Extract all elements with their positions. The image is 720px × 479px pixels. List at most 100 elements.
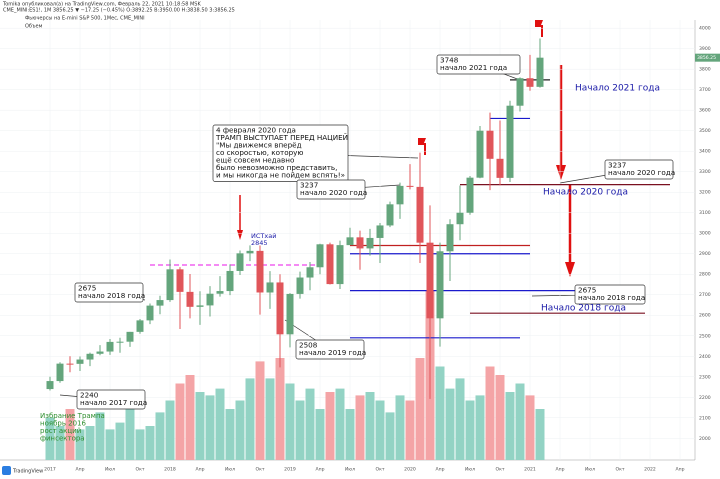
candle-body xyxy=(176,269,184,292)
x-tick-label: Июл xyxy=(465,467,475,473)
volume-bar xyxy=(185,375,195,460)
candle-body xyxy=(186,291,194,307)
volume-bar xyxy=(145,426,155,460)
candle-body xyxy=(136,320,144,332)
callout-text: ещё совсем недавно xyxy=(216,156,294,165)
candle-body xyxy=(166,269,174,301)
volume-bar xyxy=(215,388,225,460)
x-tick-label: Июл xyxy=(105,467,115,473)
candle-body xyxy=(516,78,524,106)
volume-bar xyxy=(125,409,135,460)
x-tick-label: Апр xyxy=(675,467,684,473)
volume-bar xyxy=(515,383,525,460)
candle-body xyxy=(116,341,124,343)
header-line: Объем xyxy=(25,24,43,30)
x-tick-label: Апр xyxy=(315,467,324,473)
candle-body xyxy=(456,212,464,225)
x-tick-label: 2020 xyxy=(404,467,416,473)
last-price-box xyxy=(695,53,720,62)
candle-body xyxy=(206,293,214,306)
candle-body xyxy=(446,224,454,252)
volume-bar xyxy=(95,412,105,460)
callout-text: 3237 xyxy=(608,161,626,170)
callout-text: ТРАМП ВЫСТУПАЕТ ПЕРЕД НАЦИЕЙ xyxy=(215,133,348,142)
volume-bar xyxy=(225,409,235,460)
candle-body xyxy=(496,158,504,178)
x-tick-label: Окт xyxy=(255,467,264,473)
volume-bar xyxy=(435,366,445,460)
level-label: Начало 2018 года xyxy=(541,304,626,314)
volume-bar xyxy=(465,400,475,460)
volume-bar xyxy=(335,388,345,460)
callout-box xyxy=(212,124,349,182)
level-label: Начало 2021 года xyxy=(575,84,660,94)
callout-text: начало 2021 года xyxy=(440,63,507,72)
candle-body xyxy=(76,359,84,364)
volume-bar xyxy=(195,392,205,460)
volume-bar xyxy=(305,388,315,460)
callout-text: начало 2020 года xyxy=(300,188,367,197)
logo-icon xyxy=(2,466,11,475)
candle-body xyxy=(256,250,264,293)
candle-body xyxy=(156,300,164,306)
y-tick-label: 3900 xyxy=(699,46,711,52)
volume-bar xyxy=(75,429,85,460)
y-tick-label: 2900 xyxy=(699,251,711,257)
callout-text: "Мы движемся вперёд xyxy=(216,141,302,150)
candle-body xyxy=(326,244,334,285)
candle-body xyxy=(346,237,354,246)
callout-text: было невозможно представить, xyxy=(216,163,337,172)
candle-body xyxy=(416,186,424,243)
volume-bar xyxy=(235,400,245,460)
volume-bar xyxy=(85,426,95,460)
x-tick-label: Окт xyxy=(495,467,504,473)
x-tick-label: Июл xyxy=(225,467,235,473)
candle-body xyxy=(436,251,444,319)
volume-bar xyxy=(385,412,395,460)
volume-bar xyxy=(265,378,275,460)
callout-text: 2240 xyxy=(80,391,99,400)
volume-bar xyxy=(115,422,125,460)
candle-body xyxy=(236,253,244,271)
x-tick-label: Окт xyxy=(135,467,144,473)
y-tick-label: 2600 xyxy=(699,313,711,319)
volume-bar xyxy=(175,383,185,460)
volume-bar xyxy=(505,392,515,460)
x-tick-label: 2017 xyxy=(44,467,56,473)
candle-body xyxy=(476,130,484,178)
callout-box xyxy=(295,339,365,360)
x-tick-label: Апр xyxy=(555,467,564,473)
x-tick-label: Окт xyxy=(615,467,624,473)
candle-body xyxy=(66,363,74,365)
level-label: Начало 2020 года xyxy=(543,188,628,198)
volume-bar xyxy=(375,400,385,460)
arrow-head xyxy=(237,230,243,240)
logo: TradingView xyxy=(12,469,43,475)
candle-body xyxy=(126,331,134,342)
y-tick-label: 2700 xyxy=(699,292,711,298)
y-tick-label: 3000 xyxy=(699,231,711,237)
arrow-head xyxy=(565,262,575,277)
candle-body xyxy=(466,177,474,213)
arrow-head xyxy=(556,165,566,180)
candle-body xyxy=(306,267,314,278)
candle-body xyxy=(46,381,54,390)
callout-box xyxy=(604,159,674,180)
ath-label: 2845 xyxy=(251,239,268,247)
x-tick-label: 2022 xyxy=(644,467,656,473)
flag-icon xyxy=(418,138,426,155)
candle-body xyxy=(286,293,294,335)
callout-text: со скоростью, которую xyxy=(216,148,303,157)
candle-body xyxy=(266,282,274,293)
header-line: Фьючерсы на E-mini S&P 500, 1Мес, CME_MI… xyxy=(25,16,145,22)
volume-bar xyxy=(45,417,55,460)
volume-bar xyxy=(445,388,455,460)
callout-text: 2508 xyxy=(299,341,318,350)
candle-body xyxy=(396,185,404,205)
note-text: рост акций xyxy=(40,427,81,435)
x-tick-label: 2021 xyxy=(524,467,536,473)
volume-bar xyxy=(295,400,305,460)
y-tick-label: 3700 xyxy=(699,87,711,93)
y-tick-label: 2000 xyxy=(699,436,711,442)
y-tick-label: 2300 xyxy=(699,374,711,380)
